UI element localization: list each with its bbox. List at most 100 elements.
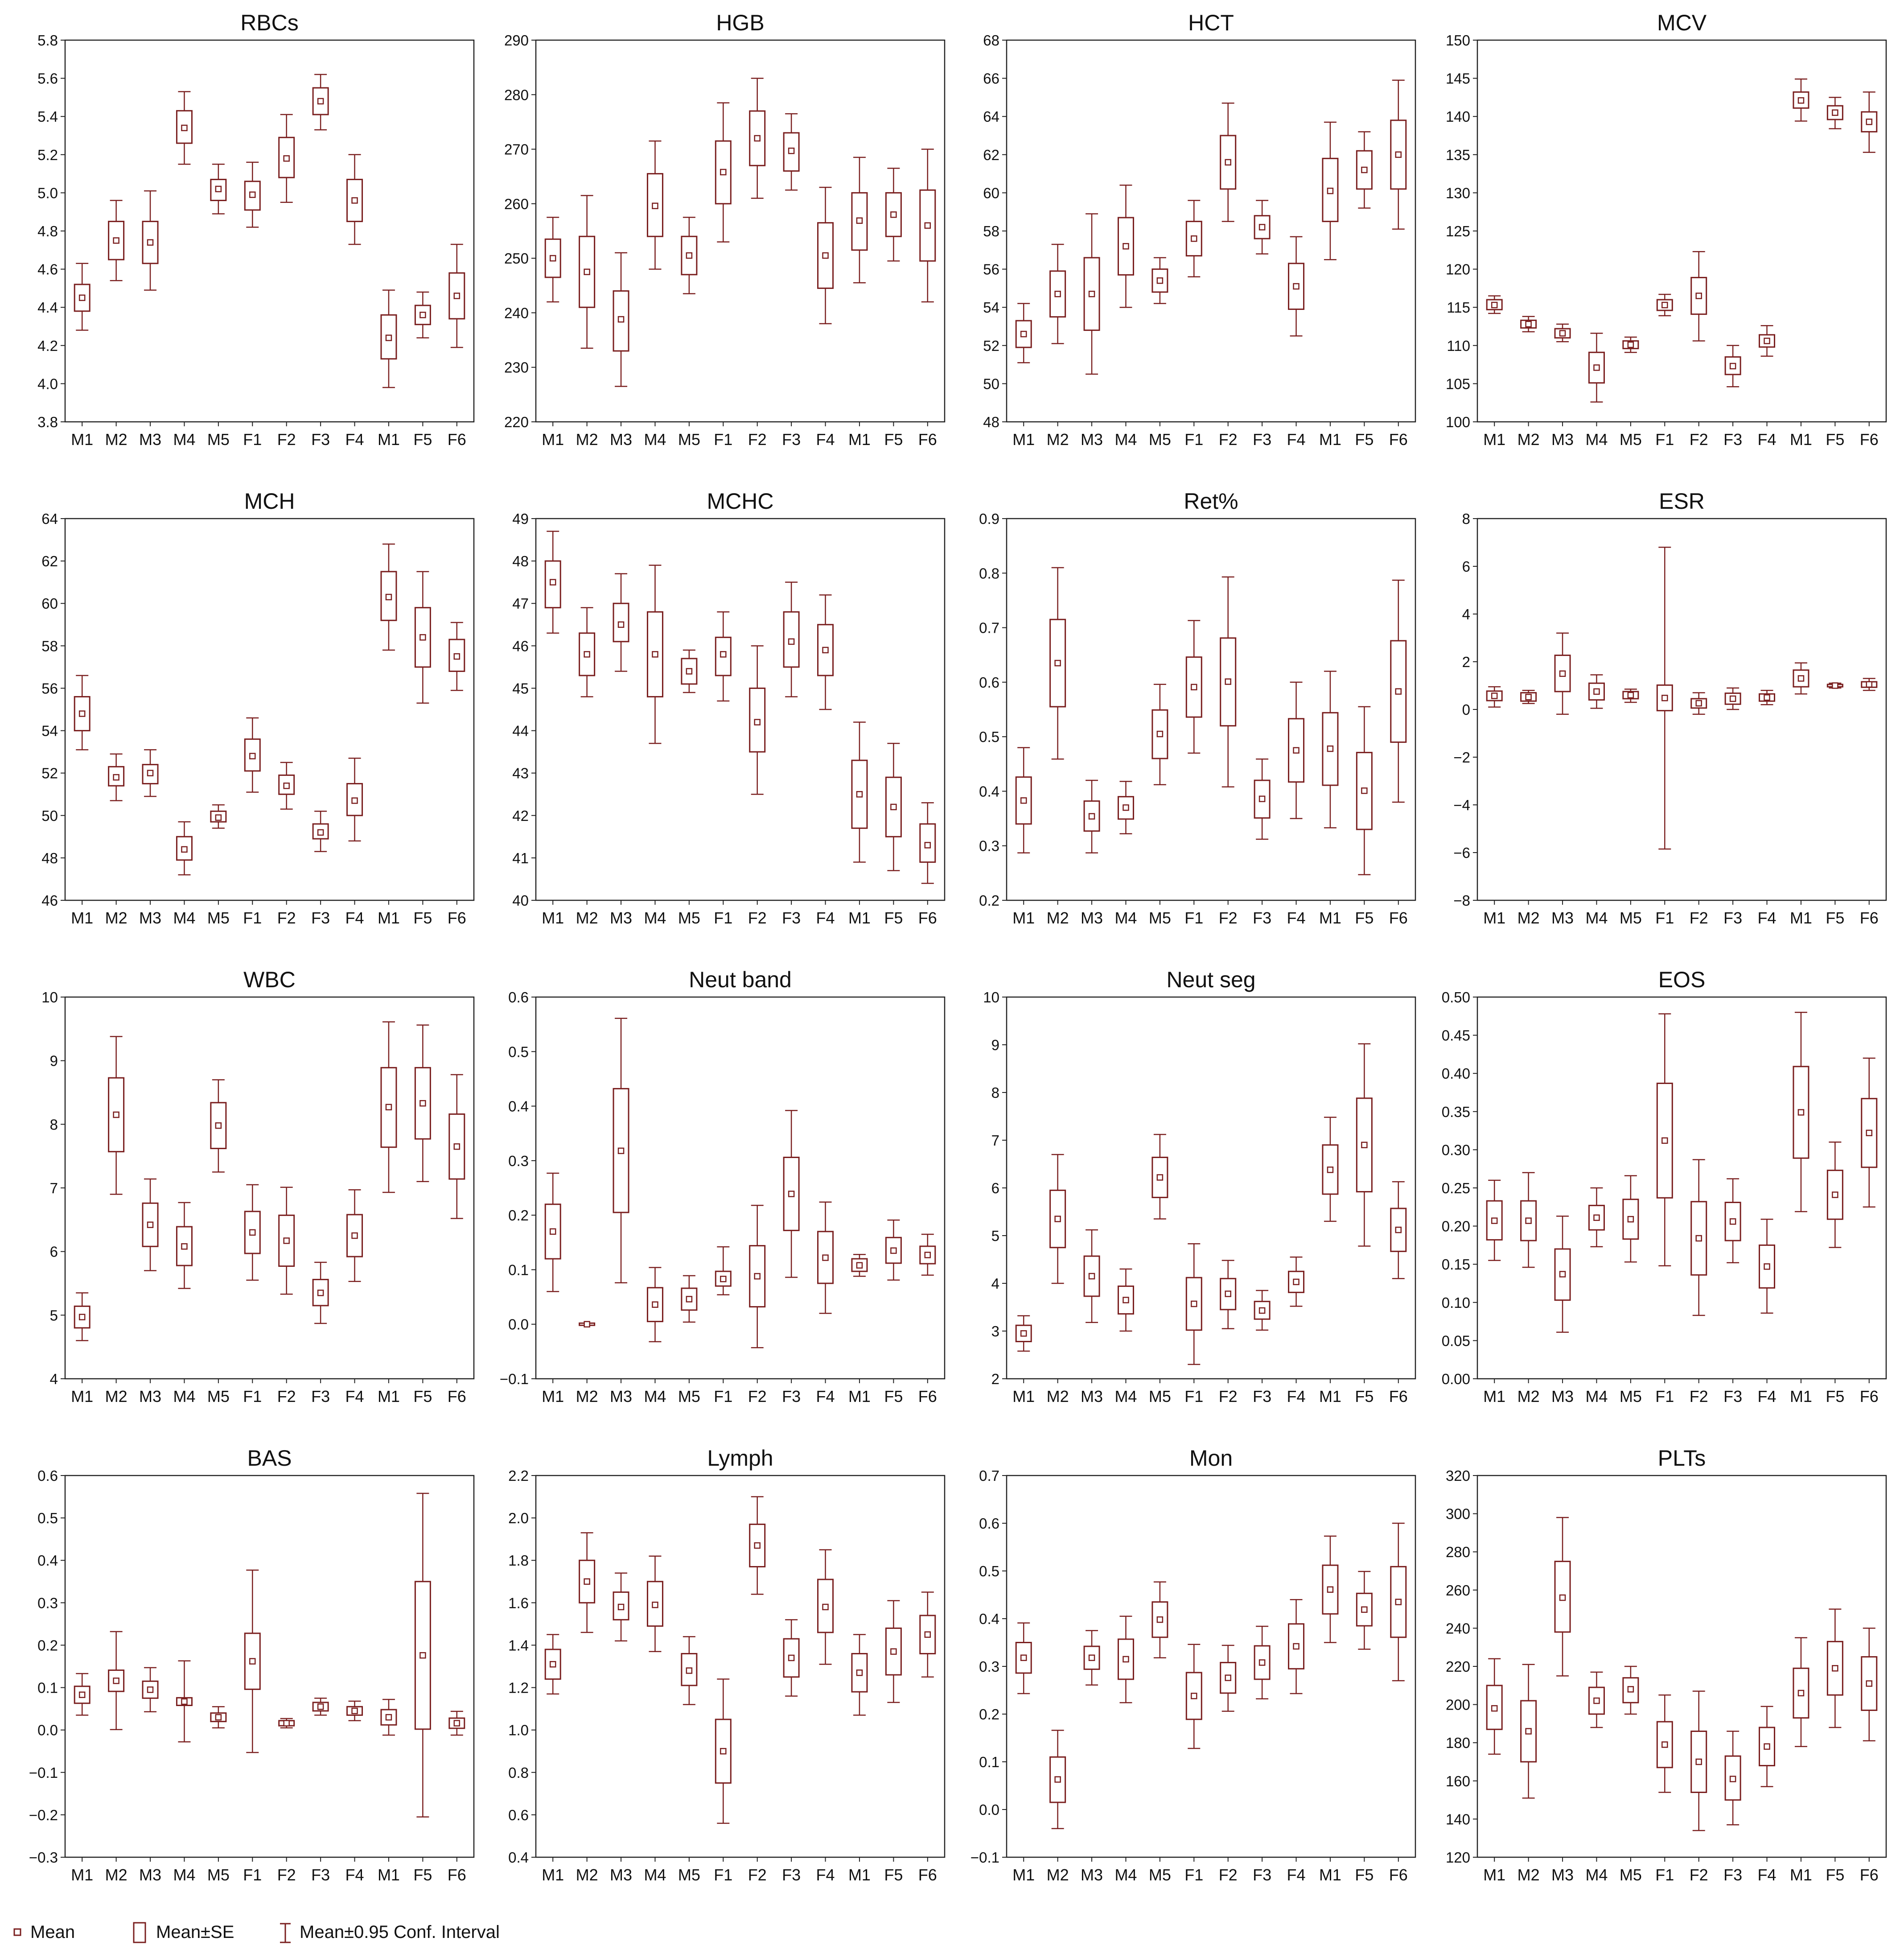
- chart-panel-1: HGB 220 230 240 250 260 270 280 290 M1 M2 M3 M4 M5 F1 F…: [504, 10, 946, 449]
- x-tick-label: F1: [243, 1387, 262, 1406]
- chart-title: BAS: [247, 1446, 292, 1471]
- x-tick-label: M1: [848, 1387, 871, 1406]
- y-tick-label: 0.4: [979, 783, 999, 800]
- x-tick-label: F5: [1826, 1387, 1844, 1406]
- y-tick-label: 0.3: [979, 1658, 999, 1675]
- x-tick-label: F4: [1758, 1866, 1777, 1884]
- x-tick-label: F4: [816, 430, 835, 449]
- x-tick-label: F6: [1389, 1387, 1408, 1406]
- x-tick-label: F6: [1389, 1866, 1408, 1884]
- mean-marker: [617, 1147, 625, 1154]
- mean-marker: [215, 814, 222, 821]
- y-tick-label: 42: [512, 808, 529, 824]
- se-box: [1288, 1623, 1305, 1669]
- x-tick-label: M3: [610, 1866, 632, 1884]
- x-tick-label: F1: [1655, 1387, 1674, 1406]
- mean-marker: [1661, 1741, 1668, 1748]
- mean-marker: [686, 1296, 693, 1303]
- x-tick-label: M4: [1585, 909, 1608, 927]
- x-tick-label: M1: [1319, 909, 1341, 927]
- x-tick-label: M3: [1081, 1387, 1103, 1406]
- y-tick-label: 43: [512, 765, 529, 782]
- x-tick-label: F6: [448, 1387, 466, 1406]
- chart-panel-9: Neut band −0.1 0.0 0.1 0.2 0.3 0.4 0.5 0.6 M1 M2 M3…: [500, 967, 946, 1406]
- x-tick-label: F1: [714, 430, 732, 449]
- y-tick-label: 0.6: [979, 1515, 999, 1532]
- mean-marker: [385, 334, 392, 341]
- mean-marker: [1797, 1690, 1805, 1697]
- plot-frame: [535, 996, 946, 1380]
- x-tick-label: M1: [848, 430, 871, 449]
- mean-marker: [181, 1243, 188, 1250]
- mean-marker: [584, 1321, 590, 1327]
- y-tick-label: 145: [1446, 70, 1470, 87]
- x-tick-label: M2: [1517, 1866, 1540, 1884]
- mean-marker: [652, 651, 658, 658]
- x-tick-label: M3: [1551, 1387, 1574, 1406]
- se-box: [1049, 1756, 1066, 1803]
- y-tick-label: 48: [41, 850, 58, 866]
- y-tick-label: −6: [1453, 845, 1470, 861]
- mean-marker: [1020, 797, 1027, 804]
- mean-marker: [686, 1667, 693, 1674]
- mean-marker: [856, 1669, 863, 1676]
- mean-marker: [1293, 1643, 1299, 1650]
- mean-marker: [924, 1631, 931, 1638]
- y-tick-label: 4.6: [37, 261, 58, 278]
- mean-marker: [1491, 1217, 1498, 1224]
- mean-marker: [549, 255, 556, 262]
- mean-marker: [249, 753, 256, 759]
- y-tick-label: 120: [1446, 1849, 1470, 1866]
- se-box: [346, 783, 363, 816]
- plot-frame: [1006, 996, 1416, 1380]
- mean-marker: [1491, 693, 1498, 699]
- y-tick-label: 10: [41, 989, 58, 1006]
- mean-marker: [1832, 109, 1838, 116]
- y-tick-label: 260: [1446, 1582, 1470, 1599]
- x-tick-label: M1: [848, 1866, 871, 1884]
- mean-marker: [283, 1720, 290, 1727]
- y-tick-label: 9: [991, 1037, 999, 1053]
- mean-marker: [1327, 1586, 1334, 1593]
- plot-frame: [535, 1475, 946, 1858]
- y-tick-label: 4: [1462, 606, 1470, 622]
- chart-panel-12: BAS −0.3 −0.2 −0.1 0.0 0.1 0.2 0.3 0.4 0.5 0.6 M1 M2…: [29, 1446, 475, 1884]
- mean-marker: [1361, 787, 1368, 794]
- mean-marker: [1661, 695, 1668, 701]
- mean-marker: [1088, 813, 1095, 820]
- legend-mean-marker: [13, 1928, 21, 1936]
- mean-marker: [1156, 1174, 1164, 1181]
- mean-marker: [1661, 301, 1668, 309]
- x-tick-label: F3: [1253, 1866, 1271, 1884]
- x-tick-label: M3: [1081, 909, 1103, 927]
- y-tick-label: 50: [983, 375, 999, 392]
- mean-marker: [686, 252, 693, 259]
- mean-marker: [147, 239, 154, 246]
- x-tick-label: M2: [1517, 1387, 1540, 1406]
- mean-marker: [1225, 159, 1231, 166]
- y-tick-label: 120: [1446, 261, 1470, 278]
- se-box: [1390, 1208, 1407, 1252]
- x-tick-label: M4: [1585, 1387, 1608, 1406]
- x-tick-label: M5: [1620, 430, 1642, 449]
- y-tick-label: 3.8: [37, 414, 58, 430]
- x-tick-label: M2: [1047, 1387, 1069, 1406]
- y-tick-label: 0.25: [1442, 1180, 1470, 1196]
- chart-panel-0: RBCs 3.8 4.0 4.2 4.4 4.6 4.8 5.0 5.2 5.4 5.6 5.8 M1 M…: [37, 10, 475, 449]
- x-tick-label: M1: [71, 909, 93, 927]
- mean-marker: [1258, 1307, 1266, 1314]
- y-tick-label: 5.4: [37, 108, 58, 125]
- y-tick-label: 0.7: [979, 620, 999, 636]
- x-tick-label: M2: [1517, 909, 1540, 927]
- x-tick-label: M2: [576, 1866, 598, 1884]
- x-tick-label: F5: [884, 909, 903, 927]
- mean-marker: [617, 316, 625, 323]
- legend-se-label: Mean±SE: [156, 1922, 234, 1942]
- plot-frame: [1476, 518, 1887, 901]
- x-tick-label: F6: [918, 1387, 937, 1406]
- x-tick-label: M1: [1483, 909, 1505, 927]
- mean-marker: [1293, 283, 1299, 290]
- x-tick-label: F2: [748, 909, 767, 927]
- x-tick-label: F5: [413, 1866, 432, 1884]
- se-box: [142, 1202, 159, 1247]
